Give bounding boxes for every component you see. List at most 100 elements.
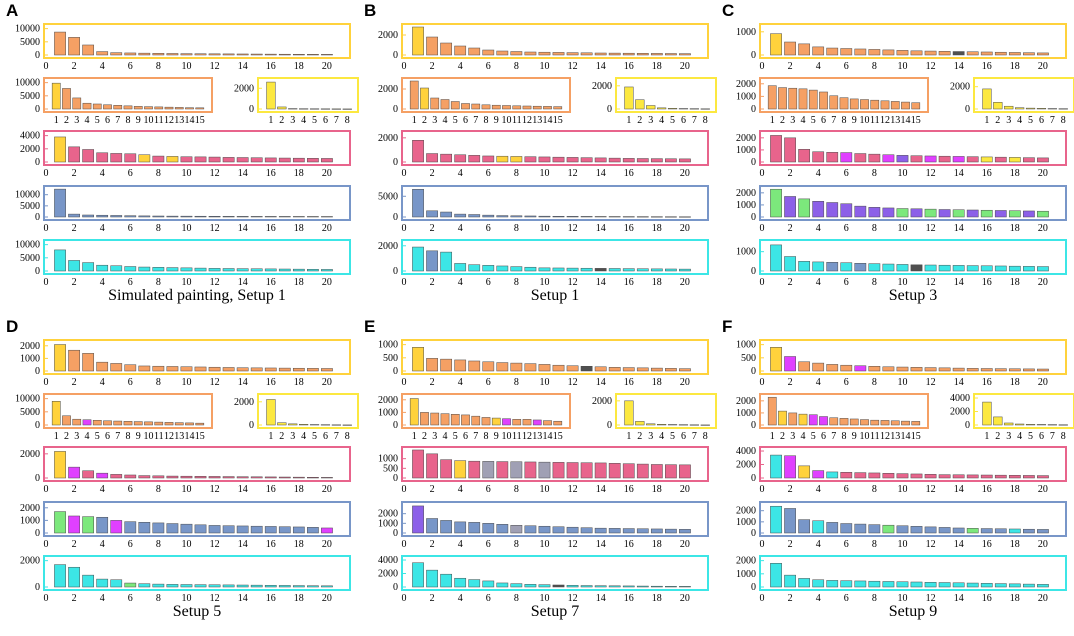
- x-tick-label: 20: [1038, 61, 1048, 72]
- x-tick-label: 6: [844, 168, 849, 179]
- data-bar: [840, 580, 853, 588]
- data-bar: [154, 106, 164, 110]
- plot-frame: [43, 130, 351, 166]
- x-tick-label: 8: [872, 168, 877, 179]
- x-tick-label: 12: [210, 168, 220, 179]
- data-bar: [92, 103, 102, 110]
- x-tick-label: 20: [1038, 484, 1048, 495]
- data-bar: [622, 52, 635, 56]
- data-bar: [829, 95, 839, 110]
- data-bar: [966, 209, 979, 218]
- data-bar: [812, 579, 825, 588]
- data-bar: [321, 368, 333, 372]
- data-bar: [412, 140, 424, 163]
- x-tick-label: 20: [322, 61, 332, 72]
- data-bar: [62, 415, 71, 426]
- data-bar: [510, 266, 523, 272]
- y-tick-label: 5000: [20, 201, 40, 212]
- x-tick-label: 0: [760, 484, 765, 495]
- x-tick-label: 11: [512, 431, 522, 442]
- data-bar: [222, 216, 235, 218]
- data-bar: [966, 528, 979, 534]
- data-bar: [54, 136, 66, 163]
- data-bar: [882, 473, 895, 479]
- data-bar: [123, 421, 133, 426]
- data-bar: [622, 463, 635, 479]
- x-tick-label: 8: [872, 61, 877, 72]
- y-tick-label: 0: [35, 528, 40, 539]
- data-bar: [1037, 475, 1049, 479]
- data-bar: [144, 421, 153, 426]
- y-tick-label: 1000: [378, 407, 398, 418]
- data-bar: [82, 574, 95, 588]
- data-bar: [770, 563, 782, 588]
- y-tick-label: 0: [393, 266, 398, 277]
- data-bar: [194, 267, 207, 272]
- panel-letter-D: D: [6, 317, 18, 336]
- x-tick-label: 5: [811, 115, 816, 126]
- y-tick-label: 1000: [736, 145, 756, 156]
- x-tick-label: 8: [514, 593, 519, 604]
- x-tick-label: 6: [844, 539, 849, 550]
- data-bar: [195, 107, 205, 110]
- data-bar: [194, 524, 207, 534]
- x-tick-label: 20: [680, 593, 690, 604]
- y-tick-label: 0: [35, 104, 40, 115]
- data-bar: [110, 579, 123, 588]
- data-bar: [96, 578, 109, 588]
- data-bar: [798, 198, 811, 218]
- data-bar: [798, 465, 811, 479]
- x-tick-label: 8: [156, 484, 161, 495]
- data-bar: [124, 474, 137, 479]
- x-tick-label: 6: [844, 593, 849, 604]
- x-tick-label: 20: [1038, 168, 1048, 179]
- data-bar: [938, 367, 951, 372]
- data-bar: [980, 156, 993, 163]
- data-bar: [1047, 424, 1057, 426]
- data-bar: [890, 420, 900, 426]
- x-tick-label: 4: [100, 277, 105, 288]
- x-tick-label: 4: [816, 168, 821, 179]
- x-tick-label: 16: [982, 593, 992, 604]
- data-bar: [110, 215, 123, 218]
- data-bar: [412, 188, 424, 218]
- data-bar: [840, 152, 853, 163]
- data-bar: [307, 216, 319, 218]
- x-tick-label: 6: [128, 277, 133, 288]
- x-tick-label: 16: [266, 61, 276, 72]
- data-bar: [110, 520, 123, 534]
- data-bar: [566, 267, 579, 272]
- x-tick-label: 8: [514, 168, 519, 179]
- x-tick-label: 6: [323, 115, 328, 126]
- x-tick-label: 2: [72, 223, 77, 234]
- x-tick-label: 8: [514, 539, 519, 550]
- x-tick-label: 0: [44, 277, 49, 288]
- data-bar: [896, 366, 909, 372]
- x-tick-label: 14: [596, 539, 606, 550]
- y-tick-label: 5000: [20, 37, 40, 48]
- data-bar: [812, 470, 825, 479]
- data-bar: [342, 424, 352, 426]
- x-tick-label: 12: [210, 593, 220, 604]
- data-bar: [180, 156, 193, 163]
- data-bar: [679, 216, 691, 218]
- y-tick-label: 2000: [736, 188, 756, 199]
- x-tick-label: 6: [105, 431, 110, 442]
- x-tick-label: 16: [624, 61, 634, 72]
- x-tick-label: 3: [290, 431, 295, 442]
- data-bar: [292, 526, 305, 534]
- data-bar: [264, 367, 277, 372]
- x-tick-label: 10: [182, 377, 192, 388]
- x-tick-label: 12: [568, 223, 578, 234]
- y-tick-label: 0: [393, 528, 398, 539]
- data-bar: [896, 155, 909, 163]
- x-tick-label: 11: [870, 431, 880, 442]
- x-tick-label: 12: [568, 539, 578, 550]
- x-tick-label: 18: [1010, 61, 1020, 72]
- data-bar: [482, 155, 495, 163]
- data-bar: [208, 476, 221, 479]
- data-bar: [68, 515, 80, 534]
- plot-frame: [759, 77, 929, 113]
- data-bar: [770, 188, 782, 218]
- x-tick-label: 2: [64, 115, 69, 126]
